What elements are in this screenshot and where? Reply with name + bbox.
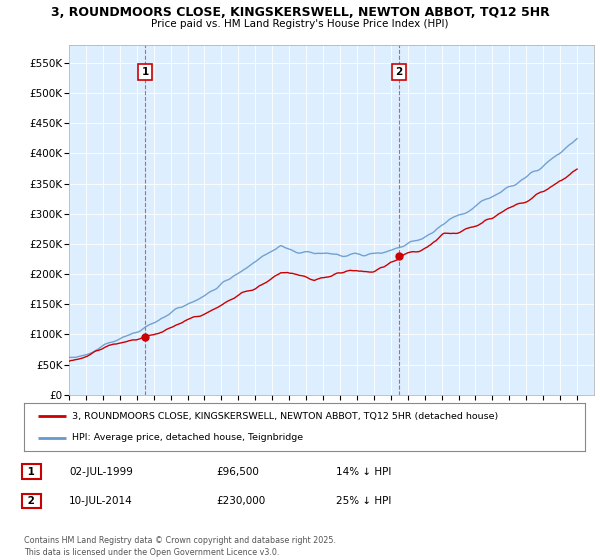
Text: Contains HM Land Registry data © Crown copyright and database right 2025.
This d: Contains HM Land Registry data © Crown c… [24,536,336,557]
Text: HPI: Average price, detached house, Teignbridge: HPI: Average price, detached house, Teig… [71,433,303,442]
Text: 10-JUL-2014: 10-JUL-2014 [69,496,133,506]
Text: 02-JUL-1999: 02-JUL-1999 [69,466,133,477]
Text: 2: 2 [24,496,38,506]
Text: Price paid vs. HM Land Registry's House Price Index (HPI): Price paid vs. HM Land Registry's House … [151,19,449,29]
Text: £230,000: £230,000 [216,496,265,506]
Text: £96,500: £96,500 [216,466,259,477]
Text: 2: 2 [395,67,403,77]
Text: 1: 1 [142,67,149,77]
Text: 1: 1 [24,466,38,477]
Text: 3, ROUNDMOORS CLOSE, KINGSKERSWELL, NEWTON ABBOT, TQ12 5HR (detached house): 3, ROUNDMOORS CLOSE, KINGSKERSWELL, NEWT… [71,412,498,421]
Text: 14% ↓ HPI: 14% ↓ HPI [336,466,391,477]
Text: 25% ↓ HPI: 25% ↓ HPI [336,496,391,506]
Text: 3, ROUNDMOORS CLOSE, KINGSKERSWELL, NEWTON ABBOT, TQ12 5HR: 3, ROUNDMOORS CLOSE, KINGSKERSWELL, NEWT… [50,6,550,18]
